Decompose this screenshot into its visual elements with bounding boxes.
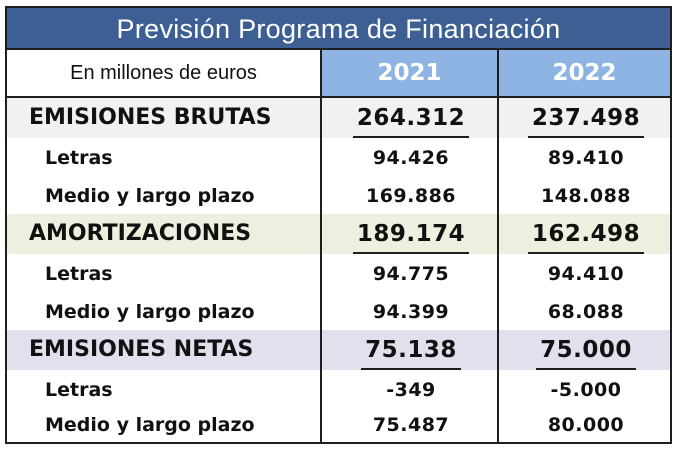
row-value-2022: 94.410 — [547, 263, 625, 285]
table-row: Letras 94.775 94.410 — [7, 255, 670, 293]
section-value-2022: 75.000 — [501, 330, 671, 370]
financing-table: Previsión Programa de Financiación En mi… — [5, 6, 672, 444]
year-header-2021: 2021 — [322, 50, 497, 96]
section-value-2022: 162.498 — [501, 214, 671, 254]
row-label: Medio y largo plazo — [45, 185, 255, 207]
section-value-2021: 264.312 — [326, 98, 496, 138]
row-value-2022: 148.088 — [540, 185, 632, 207]
header-divider — [7, 96, 670, 98]
row-value-2021: 169.886 — [365, 185, 457, 207]
row-value-2021: -349 — [386, 379, 436, 401]
row-value-2021: 75.487 — [372, 414, 450, 436]
table-row: Letras -349 -5.000 — [7, 371, 670, 409]
section-label: AMORTIZACIONES — [29, 221, 252, 246]
row-label: Letras — [45, 379, 113, 401]
section-value-2022: 237.498 — [501, 98, 671, 138]
row-label: Letras — [45, 263, 113, 285]
row-value-2022: 89.410 — [547, 147, 625, 169]
row-value-2021: 94.399 — [372, 301, 450, 323]
table-row: Medio y largo plazo 169.886 148.088 — [7, 177, 670, 215]
section-value-2021: 75.138 — [326, 330, 496, 370]
section-value-2021: 189.174 — [326, 214, 496, 254]
row-label: Letras — [45, 147, 113, 169]
section-row-emisiones-netas: EMISIONES NETAS 75.138 75.000 — [7, 330, 670, 370]
table-row: Letras 94.426 89.410 — [7, 139, 670, 177]
row-value-2021: 94.426 — [372, 147, 450, 169]
section-label: EMISIONES BRUTAS — [29, 105, 272, 130]
row-label: Medio y largo plazo — [45, 301, 255, 323]
row-value-2021: 94.775 — [372, 263, 450, 285]
table-title: Previsión Programa de Financiación — [7, 8, 670, 50]
row-value-2022: 68.088 — [547, 301, 625, 323]
row-label: Medio y largo plazo — [45, 414, 255, 436]
section-label: EMISIONES NETAS — [29, 337, 254, 362]
units-label: En millones de euros — [70, 62, 257, 84]
row-value-2022: -5.000 — [550, 379, 622, 401]
section-row-emisiones-brutas: EMISIONES BRUTAS 264.312 237.498 — [7, 98, 670, 138]
section-row-amortizaciones: AMORTIZACIONES 189.174 162.498 — [7, 214, 670, 254]
column-divider — [497, 50, 499, 442]
table-row: Medio y largo plazo 94.399 68.088 — [7, 293, 670, 331]
table-row: Medio y largo plazo 75.487 80.000 — [7, 406, 670, 444]
column-divider — [320, 50, 322, 442]
row-value-2022: 80.000 — [547, 414, 625, 436]
year-header-2022: 2022 — [499, 50, 670, 96]
